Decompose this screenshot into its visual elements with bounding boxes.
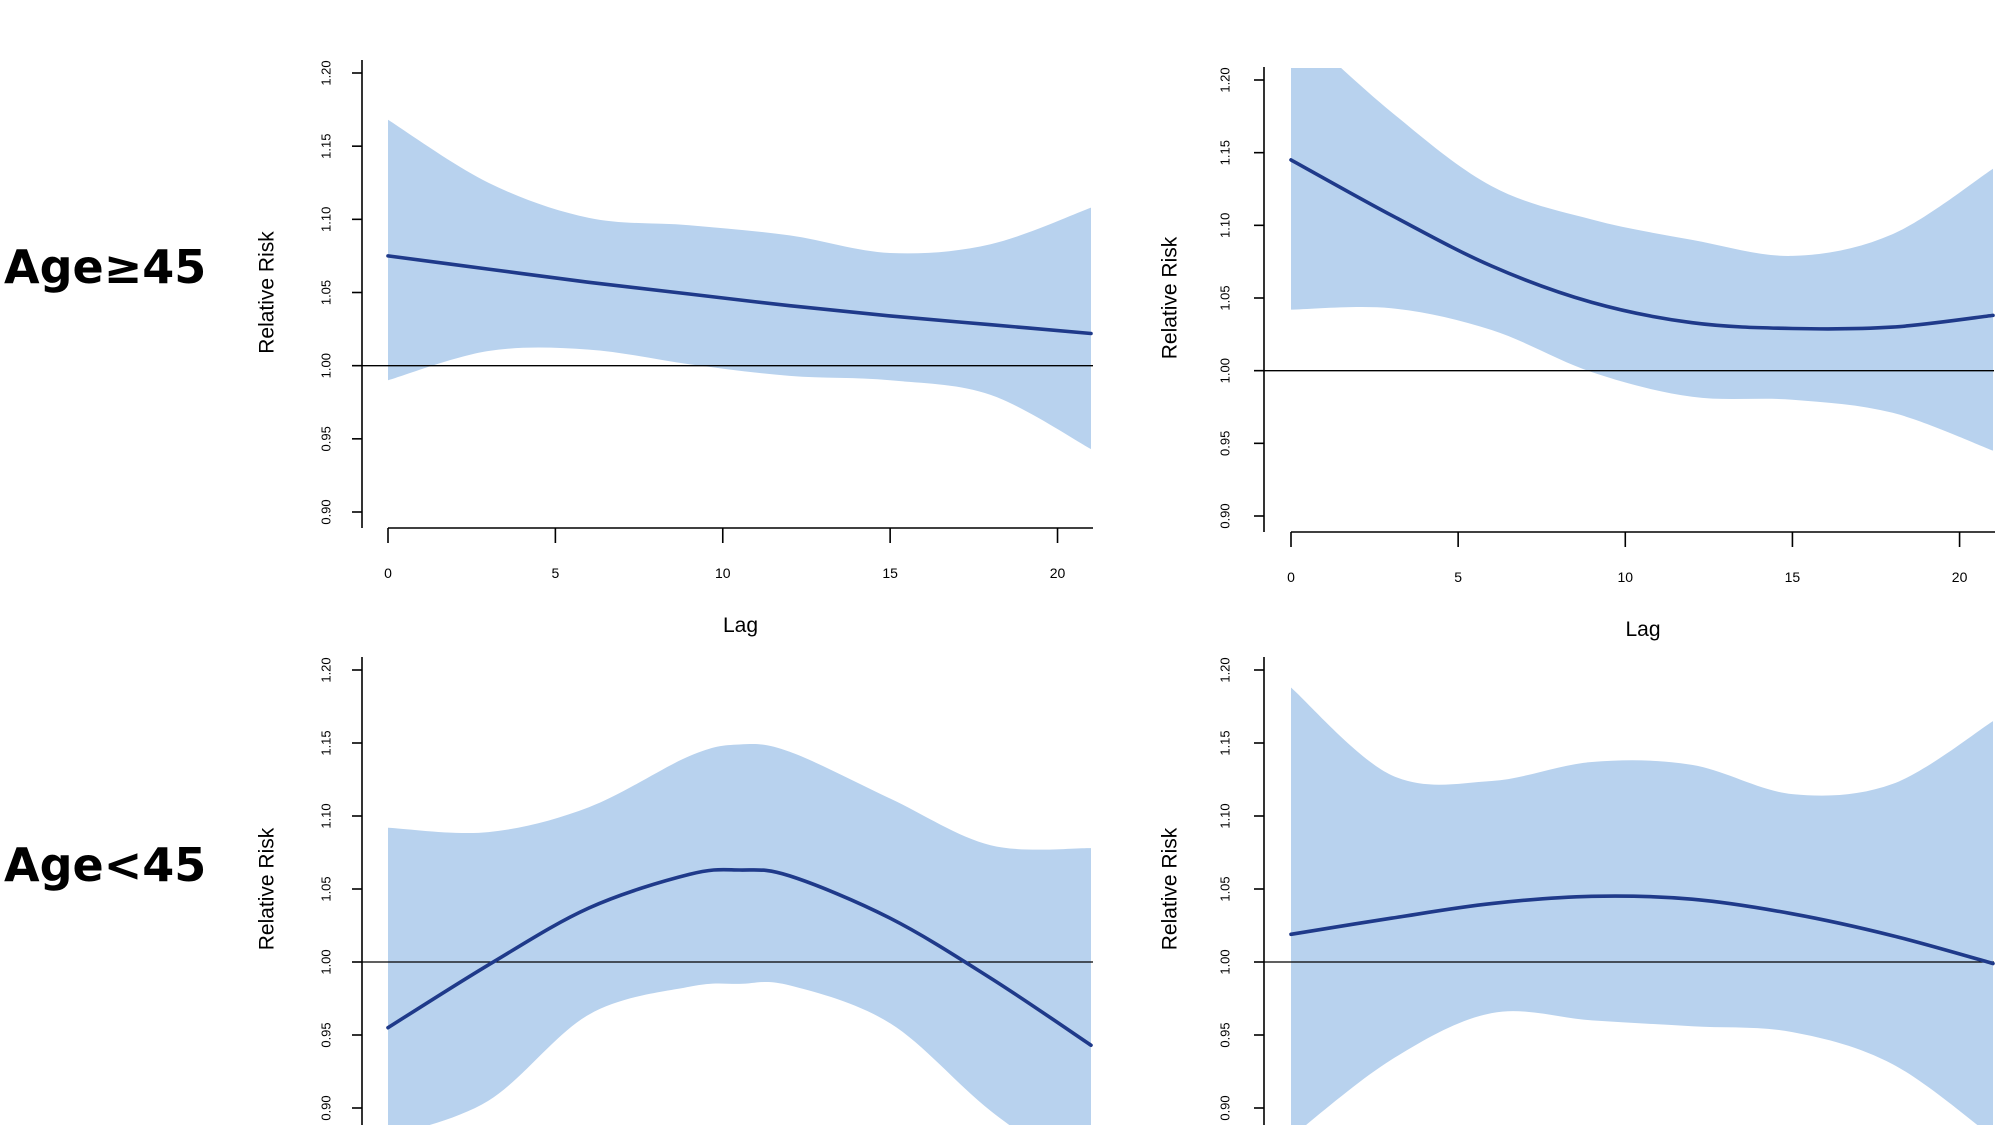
y-tick-label: 1.20 — [318, 60, 333, 85]
y-tick-label: 0.95 — [318, 1022, 333, 1047]
x-tick-label: 5 — [551, 565, 559, 581]
y-tick-label: 0.95 — [318, 426, 333, 451]
relative-risk-line — [386, 867, 1093, 1047]
x-tick-label: 0 — [1287, 569, 1295, 585]
confidence-band — [388, 119, 1091, 450]
y-axis-label: Relative Risk — [256, 827, 279, 950]
x-tick-label: 20 — [1952, 569, 1968, 585]
y-tick-label: 1.20 — [1217, 657, 1232, 682]
y-tick-label: 1.10 — [1217, 803, 1232, 828]
relative-risk-line — [386, 254, 1093, 336]
y-tick-label: 1.05 — [1217, 285, 1232, 310]
y-tick-label: 0.90 — [1217, 503, 1232, 528]
x-tick-label: 10 — [1617, 569, 1633, 585]
y-tick-label: 0.90 — [318, 499, 333, 524]
y-tick-label: 1.10 — [318, 207, 333, 232]
x-tick-label: 15 — [882, 565, 898, 581]
x-tick-label: 10 — [715, 565, 731, 581]
x-tick-label: 5 — [1454, 569, 1462, 585]
y-tick-label: 1.20 — [318, 657, 333, 682]
row-label-age-ge-45: Age≥45 — [4, 240, 207, 294]
x-axis-label: Lag — [1625, 618, 1660, 641]
y-tick-label: 1.20 — [1217, 67, 1232, 92]
y-tick-label: 0.90 — [1217, 1095, 1232, 1120]
confidence-band — [1291, 687, 1993, 1125]
y-tick-label: 1.00 — [1217, 358, 1232, 383]
y-axis-label: Relative Risk — [1159, 236, 1182, 359]
y-tick-label: 1.00 — [318, 353, 333, 378]
y-tick-label: 1.15 — [1217, 140, 1232, 165]
y-tick-label: 1.15 — [1217, 730, 1232, 755]
x-axis-label: Lag — [723, 614, 758, 637]
y-tick-label: 1.10 — [318, 803, 333, 828]
y-tick-label: 1.10 — [1217, 213, 1232, 238]
relative-risk-line — [1289, 894, 1995, 966]
y-tick-label: 1.15 — [318, 134, 333, 159]
y-tick-label: 1.05 — [1217, 876, 1232, 901]
y-axis-label: Relative Risk — [256, 231, 279, 354]
y-tick-label: 1.05 — [318, 280, 333, 305]
confidence-band — [1291, 68, 1993, 451]
y-tick-label: 1.00 — [318, 949, 333, 974]
x-tick-label: 15 — [1785, 569, 1801, 585]
row-label-age-lt-45: Age<45 — [4, 838, 207, 892]
y-tick-label: 0.90 — [318, 1095, 333, 1120]
confidence-band — [388, 744, 1091, 1125]
y-tick-label: 1.15 — [318, 730, 333, 755]
x-tick-label: 20 — [1050, 565, 1066, 581]
y-tick-label: 1.05 — [318, 876, 333, 901]
y-tick-label: 0.95 — [1217, 1022, 1232, 1047]
y-tick-label: 0.95 — [1217, 431, 1232, 456]
y-tick-label: 1.00 — [1217, 949, 1232, 974]
relative-risk-line — [1289, 158, 1995, 331]
x-tick-label: 0 — [384, 565, 392, 581]
y-axis-label: Relative Risk — [1159, 827, 1182, 950]
